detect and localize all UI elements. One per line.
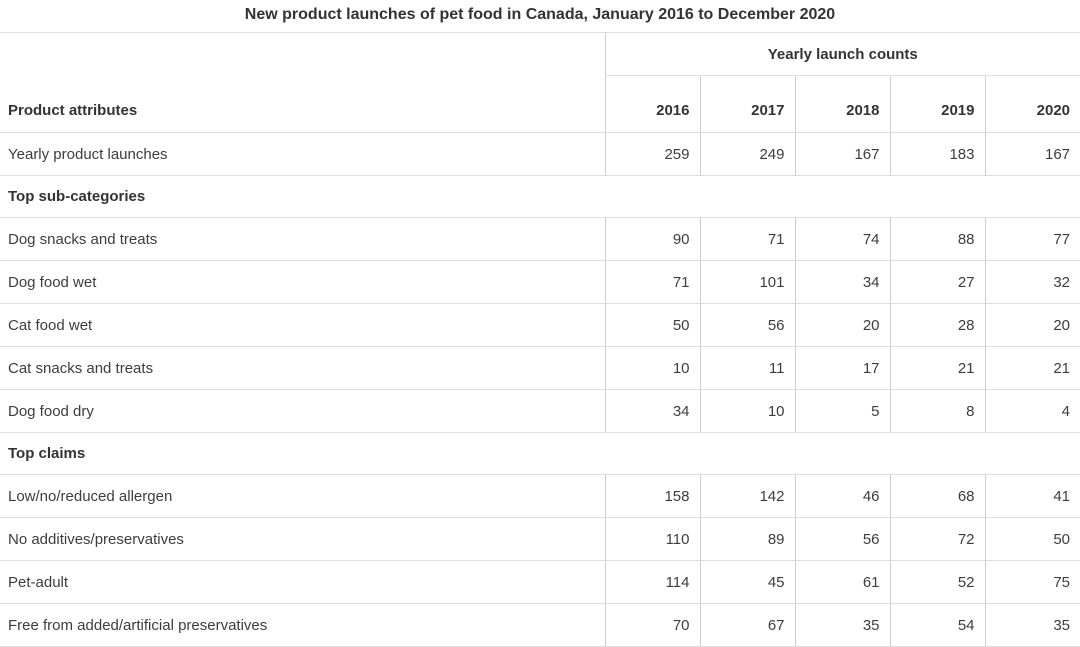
value-cell: 10 bbox=[699, 389, 795, 433]
row-label-cell: Low/no/reduced allergen bbox=[0, 474, 605, 518]
value-cell: 20 bbox=[794, 303, 890, 347]
value-cell: 167 bbox=[984, 132, 1080, 176]
value-cell: 90 bbox=[604, 217, 700, 261]
value-cell: 54 bbox=[889, 603, 985, 647]
table-row: No additives/preservatives 110 89 56 72 … bbox=[0, 517, 1080, 561]
table-row: Low/no/reduced allergen 158 142 46 68 41 bbox=[0, 474, 1080, 518]
year-column-header-2016: 2016 bbox=[604, 75, 700, 133]
value-cell: 35 bbox=[984, 603, 1080, 647]
row-label-cell: Dog food dry bbox=[0, 389, 605, 433]
value-cell: 17 bbox=[794, 346, 890, 390]
value-cell: 61 bbox=[794, 560, 890, 604]
value-cell: 70 bbox=[604, 603, 700, 647]
table-row: Dog snacks and treats 90 71 74 88 77 bbox=[0, 217, 1080, 261]
table-row: Yearly product launches 259 249 167 183 … bbox=[0, 132, 1080, 176]
table-row: Free from added/artificial preservatives… bbox=[0, 603, 1080, 647]
value-cell: 167 bbox=[794, 132, 890, 176]
column-group-header: Yearly launch counts bbox=[604, 33, 1080, 76]
value-cell: 11 bbox=[699, 346, 795, 390]
value-cell: 35 bbox=[794, 603, 890, 647]
section-header-row: Top sub-categories bbox=[0, 175, 1080, 218]
row-label-cell: Pet-adult bbox=[0, 560, 605, 604]
value-cell: 34 bbox=[794, 260, 890, 304]
value-cell: 20 bbox=[984, 303, 1080, 347]
value-cell: 77 bbox=[984, 217, 1080, 261]
value-cell: 183 bbox=[889, 132, 985, 176]
value-cell: 34 bbox=[604, 389, 700, 433]
value-cell: 5 bbox=[794, 389, 890, 433]
value-cell: 50 bbox=[984, 517, 1080, 561]
section-header-cell: Top claims bbox=[0, 432, 1080, 475]
value-cell: 32 bbox=[984, 260, 1080, 304]
year-header-row: 2016 2017 2018 2019 2020 bbox=[0, 75, 1080, 133]
value-cell: 74 bbox=[794, 217, 890, 261]
year-column-header-2019: 2019 bbox=[889, 75, 985, 133]
launch-counts-table: Product attributes Yearly launch counts … bbox=[0, 33, 1080, 647]
value-cell: 21 bbox=[984, 346, 1080, 390]
row-label-cell: Yearly product launches bbox=[0, 132, 605, 176]
value-cell: 142 bbox=[699, 474, 795, 518]
row-header-product-attributes: Product attributes bbox=[0, 33, 605, 133]
value-cell: 28 bbox=[889, 303, 985, 347]
value-cell: 10 bbox=[604, 346, 700, 390]
value-cell: 27 bbox=[889, 260, 985, 304]
value-cell: 46 bbox=[794, 474, 890, 518]
value-cell: 110 bbox=[604, 517, 700, 561]
table-title: New product launches of pet food in Cana… bbox=[0, 0, 1080, 33]
value-cell: 249 bbox=[699, 132, 795, 176]
group-header-row: Product attributes Yearly launch counts bbox=[0, 33, 1080, 133]
value-cell: 75 bbox=[984, 560, 1080, 604]
row-label-cell: Cat food wet bbox=[0, 303, 605, 347]
value-cell: 52 bbox=[889, 560, 985, 604]
value-cell: 88 bbox=[889, 217, 985, 261]
row-label-cell: No additives/preservatives bbox=[0, 517, 605, 561]
value-cell: 89 bbox=[699, 517, 795, 561]
table-row: Dog food dry 34 10 5 8 4 bbox=[0, 389, 1080, 433]
value-cell: 71 bbox=[699, 217, 795, 261]
value-cell: 158 bbox=[604, 474, 700, 518]
value-cell: 114 bbox=[604, 560, 700, 604]
value-cell: 50 bbox=[604, 303, 700, 347]
row-label-cell: Dog food wet bbox=[0, 260, 605, 304]
section-header-cell: Top sub-categories bbox=[0, 175, 1080, 218]
value-cell: 72 bbox=[889, 517, 985, 561]
value-cell: 71 bbox=[604, 260, 700, 304]
row-label-cell: Dog snacks and treats bbox=[0, 217, 605, 261]
year-column-header-2018: 2018 bbox=[794, 75, 890, 133]
value-cell: 8 bbox=[889, 389, 985, 433]
table-row: Cat snacks and treats 10 11 17 21 21 bbox=[0, 346, 1080, 390]
value-cell: 4 bbox=[984, 389, 1080, 433]
value-cell: 45 bbox=[699, 560, 795, 604]
section-header-row: Top claims bbox=[0, 432, 1080, 475]
row-label-cell: Cat snacks and treats bbox=[0, 346, 605, 390]
value-cell: 21 bbox=[889, 346, 985, 390]
value-cell: 259 bbox=[604, 132, 700, 176]
value-cell: 68 bbox=[889, 474, 985, 518]
table-row: Cat food wet 50 56 20 28 20 bbox=[0, 303, 1080, 347]
year-column-header-2017: 2017 bbox=[699, 75, 795, 133]
value-cell: 41 bbox=[984, 474, 1080, 518]
table-row: Dog food wet 71 101 34 27 32 bbox=[0, 260, 1080, 304]
value-cell: 56 bbox=[699, 303, 795, 347]
row-label-cell: Free from added/artificial preservatives bbox=[0, 603, 605, 647]
year-column-header-2020: 2020 bbox=[984, 75, 1080, 133]
value-cell: 67 bbox=[699, 603, 795, 647]
value-cell: 101 bbox=[699, 260, 795, 304]
value-cell: 56 bbox=[794, 517, 890, 561]
table-row: Pet-adult 114 45 61 52 75 bbox=[0, 560, 1080, 604]
